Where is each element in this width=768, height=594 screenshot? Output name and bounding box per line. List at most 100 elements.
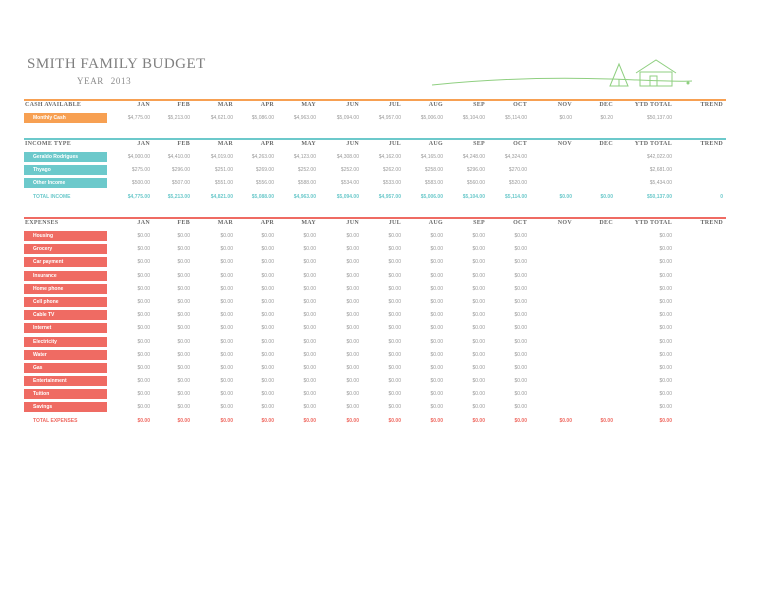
expenses-cell[interactable]: $0.00 [388,325,401,332]
income-cell[interactable]: $4,165.00 [420,154,443,160]
expenses-cell[interactable]: $0.00 [430,338,443,345]
expenses-cell[interactable]: $0.00 [137,272,150,279]
expenses-cell[interactable]: $0.00 [137,233,150,239]
expenses-cell[interactable]: $0.00 [346,298,359,305]
cash-cell[interactable]: $5,213.00 [167,115,190,121]
expenses-cell[interactable]: $0.00 [430,404,443,411]
expenses-cell[interactable]: $0.00 [177,298,190,305]
cash-cell[interactable]: $4,621.00 [210,115,233,121]
expenses-cell[interactable]: $0.00 [346,364,359,371]
expenses-cell[interactable]: $0.00 [177,285,190,292]
expenses-cell[interactable]: $0.00 [430,259,443,266]
expenses-cell[interactable]: $0.00 [659,312,672,319]
income-cell[interactable]: $560.00 [466,180,485,187]
expenses-cell[interactable]: $0.00 [388,404,401,411]
expenses-cell[interactable]: $0.00 [388,312,401,319]
cash-cell[interactable]: $4,957.00 [378,115,401,121]
income-cell[interactable]: $4,410.00 [167,154,190,160]
expenses-cell[interactable]: $0.00 [220,404,233,411]
expenses-cell[interactable]: $0.00 [514,378,527,385]
expenses-cell[interactable]: $0.00 [430,391,443,398]
expenses-cell[interactable]: $0.00 [388,233,401,239]
income-cell[interactable]: $520.00 [508,180,527,187]
expenses-cell[interactable]: $0.00 [472,338,485,345]
expenses-cell[interactable]: $0.00 [514,312,527,319]
expenses-cell[interactable]: $0.00 [430,298,443,305]
income-cell[interactable]: $588.00 [297,180,316,187]
cash-cell[interactable]: $5,104.00 [462,115,485,121]
expenses-cell[interactable]: $0.00 [346,338,359,345]
expenses-cell[interactable]: $0.00 [261,285,274,292]
cash-cell[interactable]: $4,963.00 [293,115,316,121]
expenses-cell[interactable]: $0.00 [137,325,150,332]
expenses-cell[interactable]: $0.00 [430,325,443,332]
expenses-cell[interactable]: $0.00 [659,259,672,266]
expenses-cell[interactable]: $0.00 [346,378,359,385]
expenses-cell[interactable]: $0.00 [261,298,274,305]
expenses-cell[interactable]: $0.00 [472,378,485,385]
expenses-cell[interactable]: $0.00 [303,285,316,292]
expenses-cell[interactable]: $0.00 [137,246,150,253]
income-cell[interactable]: $270.00 [508,167,527,174]
expenses-cell[interactable]: $0.00 [346,272,359,279]
expenses-cell[interactable]: $0.00 [303,391,316,398]
expenses-cell[interactable]: $0.00 [261,246,274,253]
income-cell[interactable]: $296.00 [171,167,190,174]
expenses-cell[interactable]: $0.00 [346,404,359,411]
expenses-cell[interactable]: $0.00 [220,364,233,371]
income-cell[interactable]: $500.00 [131,180,150,187]
expenses-cell[interactable]: $0.00 [514,298,527,305]
expenses-cell[interactable]: $0.00 [659,325,672,332]
expenses-cell[interactable]: $0.00 [177,404,190,411]
expenses-cell[interactable]: $0.00 [220,298,233,305]
expenses-cell[interactable]: $0.00 [388,285,401,292]
expenses-cell[interactable]: $0.00 [137,259,150,266]
expenses-cell[interactable]: $0.00 [137,404,150,411]
expenses-cell[interactable]: $0.00 [659,272,672,279]
income-cell[interactable]: $4,123.00 [293,154,316,160]
expenses-cell[interactable]: $0.00 [177,351,190,358]
expenses-cell[interactable]: $0.00 [261,312,274,319]
expenses-cell[interactable]: $0.00 [346,246,359,253]
expenses-cell[interactable]: $0.00 [177,272,190,279]
income-cell[interactable]: $252.00 [297,167,316,174]
expenses-cell[interactable]: $0.00 [430,351,443,358]
expenses-cell[interactable]: $0.00 [137,285,150,292]
income-cell[interactable]: $4,263.00 [251,154,274,160]
expenses-cell[interactable]: $0.00 [514,285,527,292]
expenses-cell[interactable]: $0.00 [261,391,274,398]
expenses-cell[interactable]: $0.00 [261,378,274,385]
cash-cell[interactable]: $5,006.00 [420,115,443,121]
income-cell[interactable]: $507.00 [171,180,190,187]
income-cell[interactable]: $2,681.00 [649,167,672,174]
expenses-cell[interactable]: $0.00 [388,246,401,253]
expenses-cell[interactable]: $0.00 [261,272,274,279]
expenses-cell[interactable]: $0.00 [659,338,672,345]
expenses-cell[interactable]: $0.00 [220,272,233,279]
income-cell[interactable]: $551.00 [214,180,233,187]
expenses-cell[interactable]: $0.00 [514,338,527,345]
expenses-cell[interactable]: $0.00 [514,233,527,239]
income-cell[interactable]: $258.00 [424,167,443,174]
expenses-cell[interactable]: $0.00 [303,272,316,279]
expenses-cell[interactable]: $0.00 [261,259,274,266]
expenses-cell[interactable]: $0.00 [659,233,672,239]
expenses-cell[interactable]: $0.00 [472,285,485,292]
expenses-cell[interactable]: $0.00 [177,259,190,266]
income-cell[interactable]: $251.00 [214,167,233,174]
expenses-cell[interactable]: $0.00 [137,391,150,398]
expenses-cell[interactable]: $0.00 [472,312,485,319]
expenses-cell[interactable]: $0.00 [346,351,359,358]
income-cell[interactable]: $42,022.00 [646,154,672,160]
expenses-cell[interactable]: $0.00 [430,312,443,319]
expenses-cell[interactable]: $0.00 [220,259,233,266]
expenses-cell[interactable]: $0.00 [303,351,316,358]
cash-cell[interactable]: $5,086.00 [251,115,274,121]
expenses-cell[interactable]: $0.00 [430,246,443,253]
expenses-cell[interactable]: $0.00 [659,391,672,398]
expenses-cell[interactable]: $0.00 [514,364,527,371]
expenses-cell[interactable]: $0.00 [346,391,359,398]
expenses-cell[interactable]: $0.00 [346,259,359,266]
expenses-cell[interactable]: $0.00 [430,364,443,371]
expenses-cell[interactable]: $0.00 [261,325,274,332]
